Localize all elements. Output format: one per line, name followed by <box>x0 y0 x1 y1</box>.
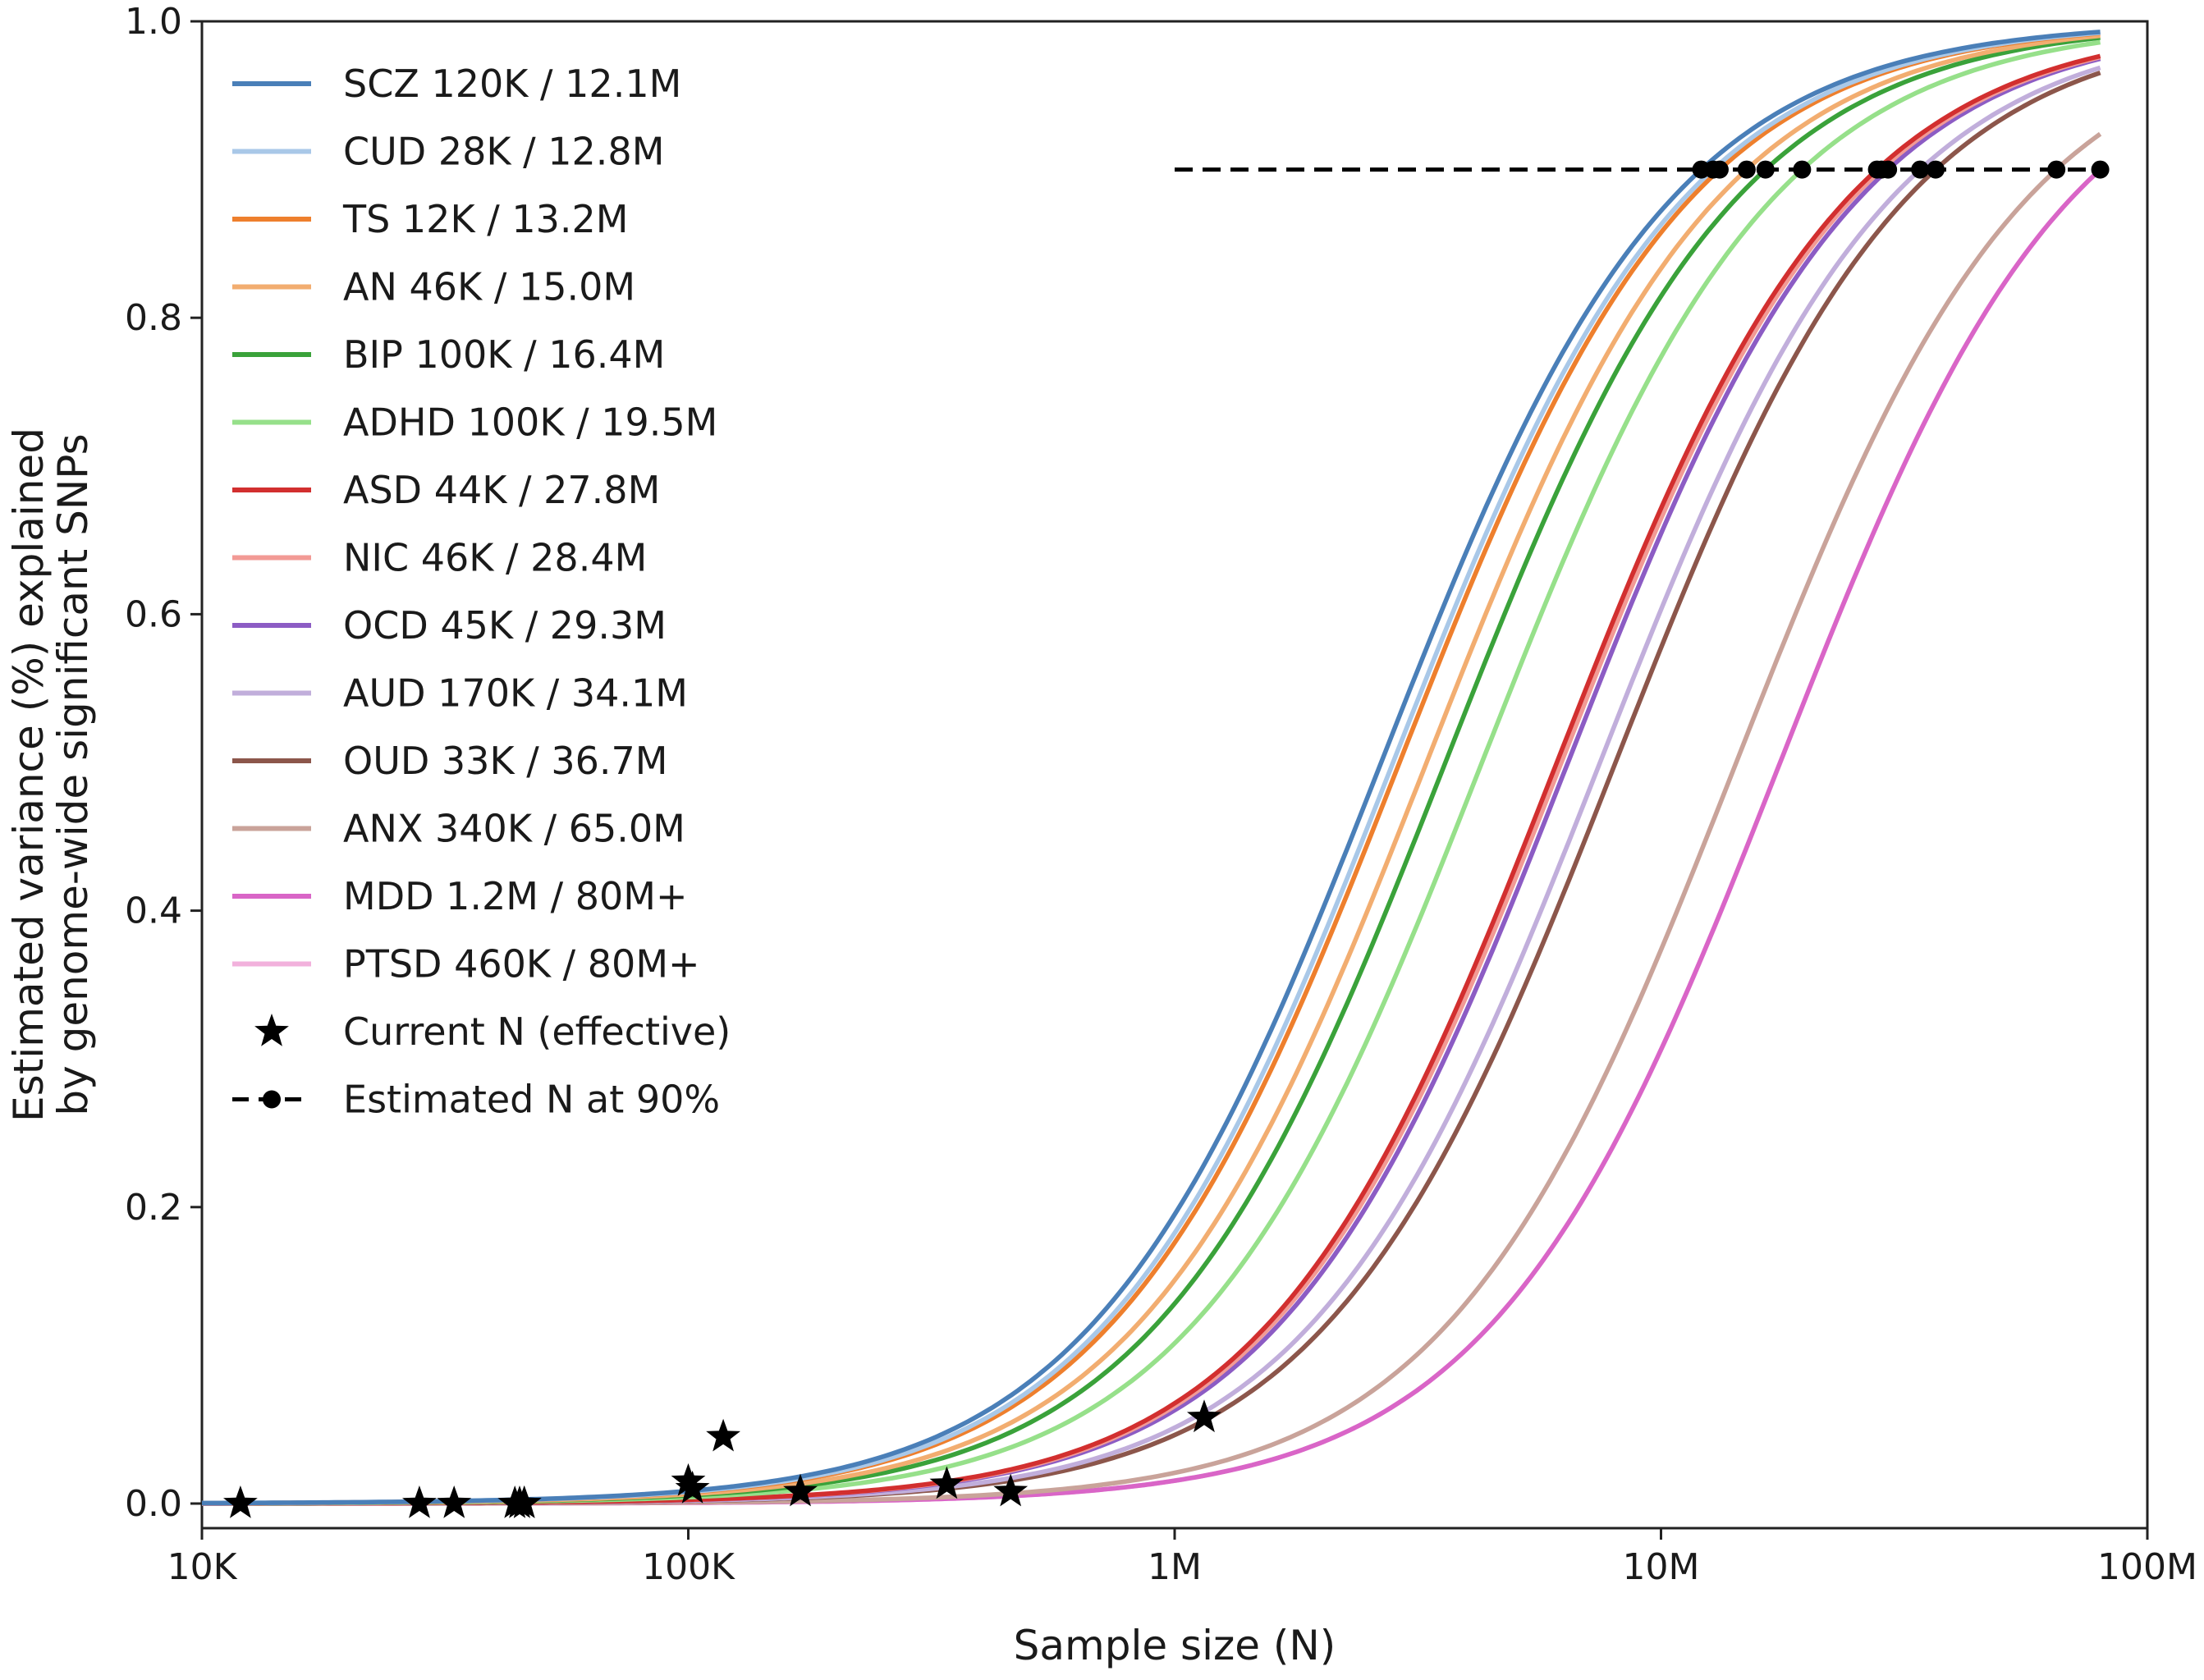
n90-point <box>1927 160 1945 179</box>
current-n-star-adhd <box>675 1470 710 1504</box>
legend-label-bip: BIP 100K / 16.4M <box>343 332 665 377</box>
current-n-star-anx <box>929 1466 965 1499</box>
y-tick-label: 0.2 <box>125 1187 182 1229</box>
current-n-layer <box>223 1399 1221 1518</box>
current-n-star-ts <box>223 1485 258 1518</box>
current-n-star-scz <box>706 1418 740 1452</box>
legend-label-ts: TS 12K / 13.2M <box>342 197 628 241</box>
n90-point <box>1737 160 1756 179</box>
legend-label-extra: Estimated N at 90% <box>343 1078 720 1122</box>
current-n-star-oud <box>437 1485 472 1518</box>
current-n-star-aud <box>783 1473 818 1507</box>
legend-label-mdd: MDD 1.2M / 80M+ <box>343 874 688 918</box>
plot-area <box>200 20 2149 1530</box>
legend-label-an: AN 46K / 15.0M <box>343 265 635 309</box>
y-tick-label: 0.4 <box>125 890 182 932</box>
n90-point <box>1793 160 1812 179</box>
y-axis: 0.0 0.2 0.4 0.6 0.8 1.0 <box>125 1 202 1525</box>
legend: SCZ 120K / 12.1M CUD 28K / 12.8M TS 12K / … <box>232 62 731 1122</box>
current-n-star-mdd <box>1187 1399 1221 1433</box>
legend-label-extra: Current N (effective) <box>343 1009 731 1054</box>
legend-label-oud: OUD 33K / 36.7M <box>343 739 667 783</box>
current-n-star-bip <box>671 1463 706 1496</box>
x-tick-label: 10M <box>1623 1546 1700 1588</box>
legend-label-nic: NIC 46K / 28.4M <box>343 536 647 580</box>
x-tick-label: 1M <box>1148 1546 1202 1588</box>
n90-layer <box>1175 160 2110 179</box>
n90-point <box>1710 160 1729 179</box>
legend-label-cud: CUD 28K / 12.8M <box>343 130 664 174</box>
x-axis-label: Sample size (N) <box>1014 1622 1336 1669</box>
y-tick-label: 0.8 <box>125 297 182 339</box>
x-tick-label: 100M <box>2097 1546 2197 1588</box>
legend-label-ptsd: PTSD 460K / 80M+ <box>343 942 700 986</box>
legend-label-asd: ASD 44K / 27.8M <box>343 468 660 512</box>
x-axis: 10K 100K 1M 10M 100M <box>167 1528 2197 1588</box>
y-tick-label: 0.6 <box>125 593 182 635</box>
current-n-star-cud <box>402 1485 437 1518</box>
x-tick-label: 100K <box>642 1546 735 1588</box>
current-n-star-ptsd <box>993 1473 1029 1507</box>
y-axis-label-line1: Estimated variance (%) explained <box>5 428 53 1122</box>
legend-label-scz: SCZ 120K / 12.1M <box>343 62 681 106</box>
y-axis-label-line2: by genome-wide significant SNPs <box>49 433 97 1115</box>
legend-label-ocd: OCD 45K / 29.3M <box>343 603 667 648</box>
current-n-star-ocd <box>502 1485 537 1518</box>
x-tick-label: 10K <box>167 1546 238 1588</box>
y-tick-label: 0.0 <box>125 1483 182 1525</box>
n90-point <box>2047 160 2066 179</box>
legend-label-adhd: ADHD 100K / 19.5M <box>343 401 717 445</box>
n90-point <box>1879 160 1898 179</box>
legend-star-icon <box>254 1014 289 1046</box>
n90-point <box>2091 160 2110 179</box>
legend-dot-icon <box>263 1090 281 1109</box>
n90-point <box>1911 160 1930 179</box>
y-tick-label: 1.0 <box>125 1 182 43</box>
legend-label-aud: AUD 170K / 34.1M <box>343 671 688 716</box>
legend-label-anx: ANX 340K / 65.0M <box>343 807 685 851</box>
n90-point <box>1756 160 1775 179</box>
